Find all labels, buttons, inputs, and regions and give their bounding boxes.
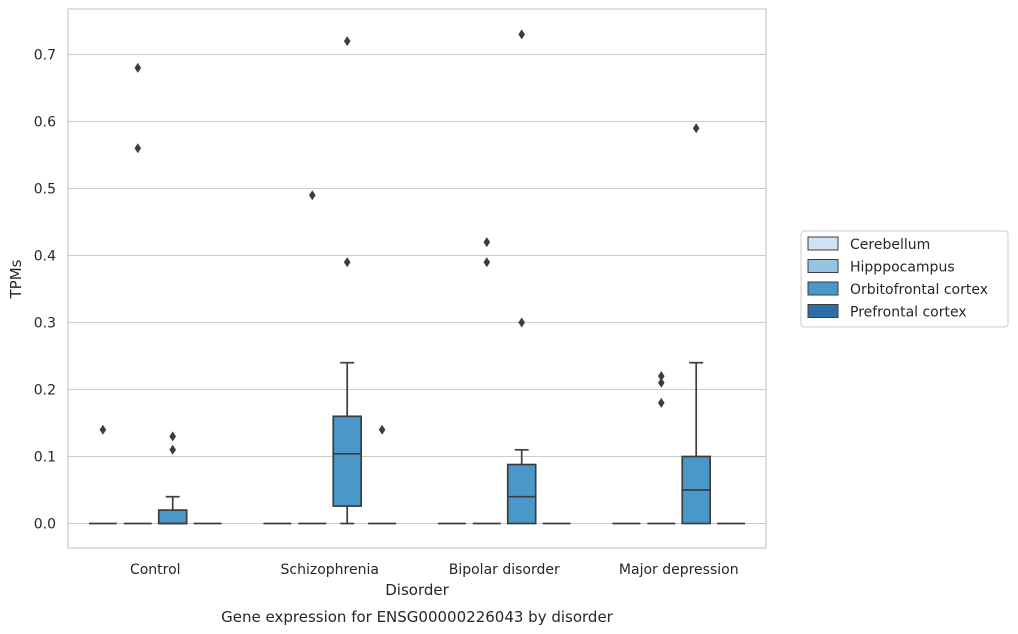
outlier-point xyxy=(343,36,351,47)
box-bipolar-disorder-orbitofrontal-cortex xyxy=(506,29,537,525)
outlier-point xyxy=(518,29,525,40)
box-major-depression-orbitofrontal-cortex xyxy=(681,123,712,525)
legend-label: Cerebellum xyxy=(850,237,930,253)
outlier-point xyxy=(343,257,351,268)
y-axis-label: TPMs xyxy=(7,259,25,299)
x-tick-label: Schizophrenia xyxy=(281,562,379,578)
box-major-depression-hipppocampus xyxy=(647,371,676,525)
box-bipolar-disorder-hipppocampus xyxy=(472,237,501,525)
box-plot-area xyxy=(88,29,746,525)
y-tick-label: 0.6 xyxy=(34,115,56,131)
y-axis-ticks: 0.0 0.1 0.2 0.3 0.4 0.5 0.6 0.7 xyxy=(34,48,56,533)
y-tick-label: 0.4 xyxy=(34,249,56,265)
legend-swatch xyxy=(807,236,839,251)
box-body xyxy=(332,415,363,507)
outlier-point xyxy=(692,123,700,134)
box-control-cerebellum xyxy=(88,424,117,525)
plot-frame xyxy=(67,8,767,549)
x-axis-label: Disorder xyxy=(385,581,449,599)
legend-swatch xyxy=(807,281,839,296)
box-body xyxy=(506,463,537,525)
box-schizophrenia-orbitofrontal-cortex xyxy=(332,36,363,525)
x-axis-ticks: Control Schizophrenia Bipolar disorder Majo… xyxy=(130,562,739,578)
outlier-point xyxy=(483,257,491,268)
legend-label: Orbitofrontal cortex xyxy=(850,282,988,298)
box-control-orbitofrontal-cortex xyxy=(157,431,188,525)
outlier-point xyxy=(658,371,665,382)
y-tick-label: 0.3 xyxy=(34,316,56,332)
y-tick-label: 0.5 xyxy=(34,182,56,198)
gridlines xyxy=(68,53,766,525)
legend-label: Prefrontal cortex xyxy=(850,305,967,321)
outlier-point xyxy=(99,424,107,435)
outlier-point xyxy=(169,444,176,455)
outlier-point xyxy=(483,237,491,248)
y-tick-label: 0.1 xyxy=(34,450,56,466)
chart-caption: Gene expression for ENSG00000226043 by d… xyxy=(221,608,614,626)
outlier-point xyxy=(309,190,316,201)
box-control-hipppocampus xyxy=(123,62,152,525)
outlier-point xyxy=(658,397,665,408)
outlier-point xyxy=(134,62,142,73)
outlier-point xyxy=(378,424,386,435)
x-tick-label: Major depression xyxy=(619,562,739,578)
legend-frame xyxy=(800,230,1009,328)
legend-swatch xyxy=(807,304,839,318)
outlier-point xyxy=(169,431,176,442)
outlier-point xyxy=(134,143,142,154)
legend: Cerebellum Hipppocampus Orbitofrontal cort… xyxy=(800,230,1009,328)
legend-label: Hipppocampus xyxy=(850,260,955,276)
x-tick-label: Bipolar disorder xyxy=(449,562,560,578)
box-body xyxy=(157,509,188,525)
x-tick-label: Control xyxy=(130,562,181,578)
outlier-point xyxy=(658,377,665,388)
y-tick-label: 0.7 xyxy=(34,48,56,64)
outlier-point xyxy=(518,317,525,328)
box-schizophrenia-hipppocampus xyxy=(298,190,327,525)
box-schizophrenia-prefrontal-cortex xyxy=(368,424,397,525)
legend-swatch xyxy=(807,259,839,273)
y-tick-label: 0.0 xyxy=(34,517,56,533)
y-tick-label: 0.2 xyxy=(34,383,56,399)
